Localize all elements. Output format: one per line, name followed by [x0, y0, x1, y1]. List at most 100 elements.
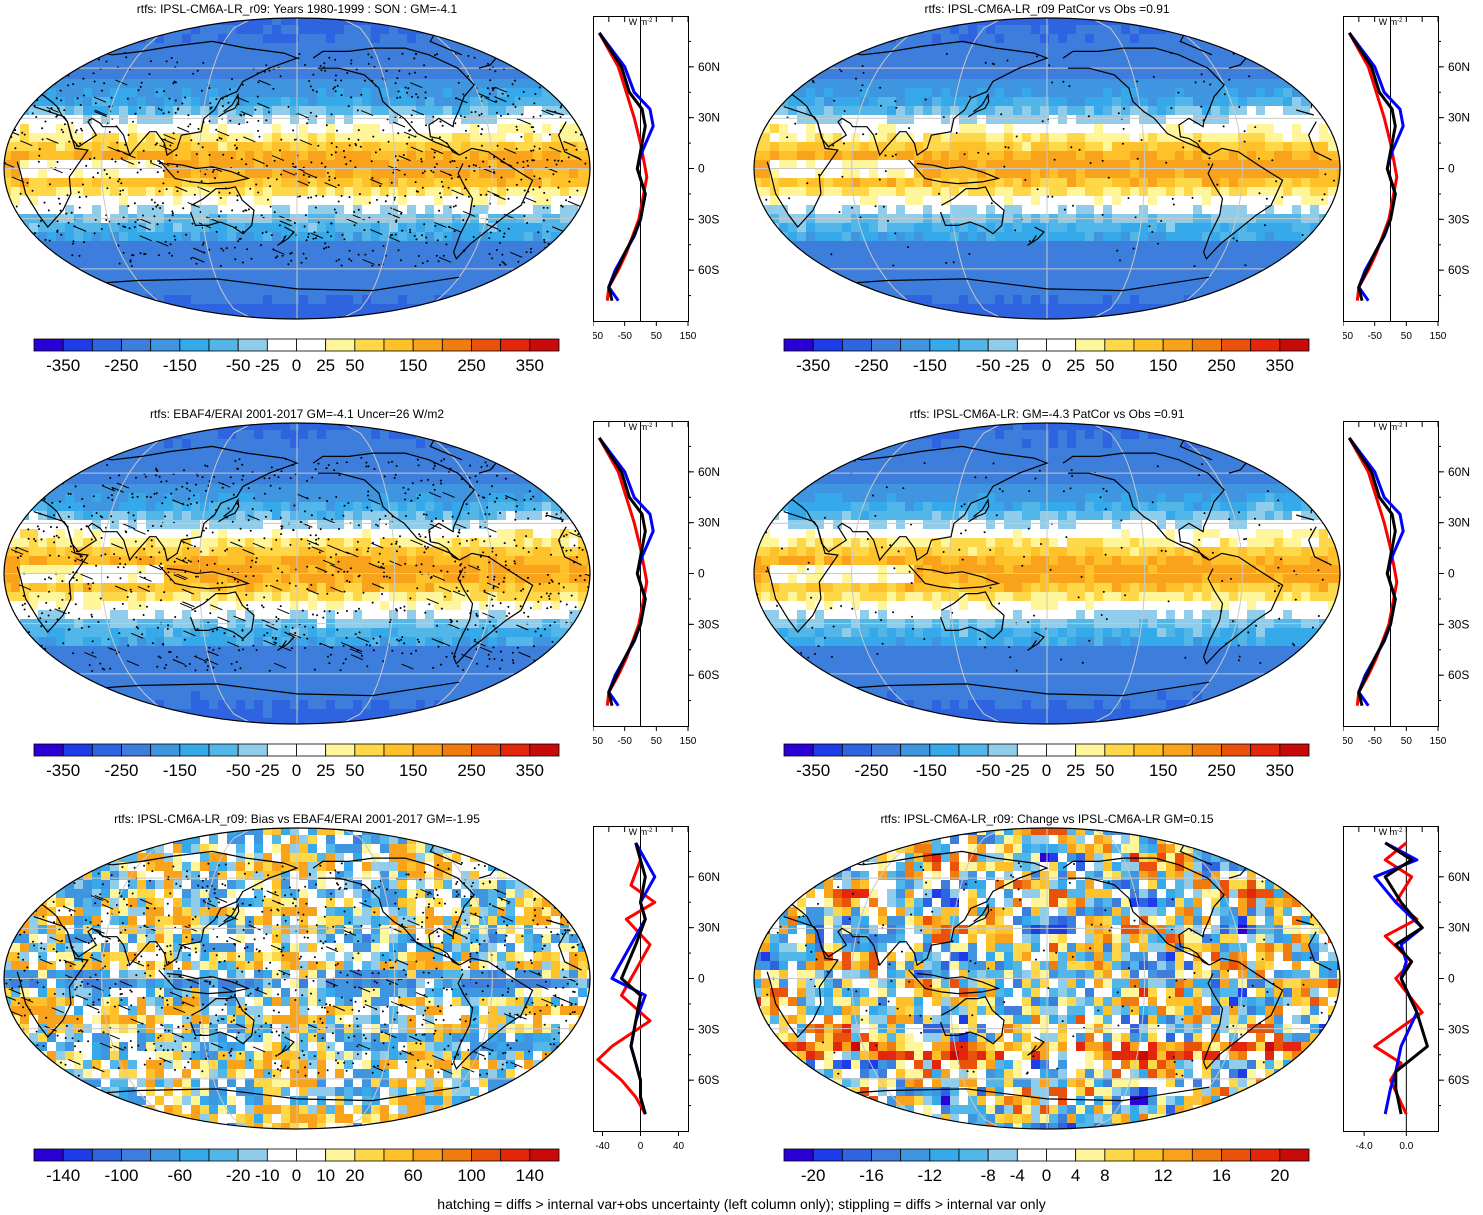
zonal-x-tick-label: -50 — [617, 736, 632, 747]
zonal-x-tick-label: 150 — [1430, 736, 1447, 747]
colorbar-tick-label: -250 — [854, 356, 889, 375]
robinson-map — [3, 827, 591, 1130]
colorbar-swatch — [1133, 1148, 1164, 1162]
colorbar-swatch — [412, 338, 443, 352]
colorbar-tick-label: 4 — [1070, 1166, 1081, 1185]
zonal-lat-label: 30S — [698, 1022, 719, 1036]
colorbar-swatch — [179, 1148, 210, 1162]
zonal-lat-label: 30S — [1448, 212, 1469, 226]
colorbar-swatch — [929, 743, 960, 757]
zonal-lat-label: 60S — [1448, 263, 1469, 277]
map-border — [3, 17, 591, 320]
map-border — [3, 422, 591, 725]
colorbar-swatch — [471, 338, 502, 352]
colorbar-tick-label: 150 — [1148, 761, 1178, 780]
colorbar-swatch — [383, 1148, 414, 1162]
colorbar-swatch — [500, 743, 531, 757]
colorbar-swatch — [471, 743, 502, 757]
zonal-x-tick-label: 50 — [651, 736, 663, 747]
colorbar-tick-label: -50 — [975, 356, 1001, 375]
colorbar-swatch — [1191, 743, 1222, 757]
colorbar-tick-label: 0 — [1041, 356, 1052, 375]
stippling — [756, 457, 1339, 672]
colorbar-swatch — [1191, 338, 1222, 352]
zonal-lat-label: 0 — [698, 567, 705, 581]
colorbar-tick-label: 10 — [316, 1166, 336, 1185]
zonal-mean-plot: 60N 30N 0 30S 60S -40 0 40 W m-2 — [593, 826, 720, 1152]
zonal-mean-plot: 60N 30N 0 30S 60S -4.0 0.0 W m-2 — [1343, 826, 1470, 1152]
colorbar-tick-label: -150 — [912, 761, 947, 780]
zonal-series-line — [1348, 32, 1397, 302]
colorbar-swatch — [529, 1148, 560, 1162]
map-border — [753, 422, 1341, 725]
colorbar-swatch — [33, 1148, 64, 1162]
colorbar-swatch — [1104, 743, 1135, 757]
zonal-lat-label: 30N — [1448, 111, 1470, 125]
colorbar-swatch — [1046, 338, 1077, 352]
graticule — [4, 828, 590, 1129]
colorbar-swatch — [1191, 1148, 1222, 1162]
zonal-lat-label: 30S — [698, 212, 719, 226]
zonal-lat-label: 60S — [698, 263, 719, 277]
colorbar-tick-label: 350 — [515, 761, 545, 780]
colorbar-tick-label: 140 — [515, 1166, 545, 1185]
colorbar-tick-label: -50 — [225, 356, 251, 375]
colorbar-swatch — [1250, 1148, 1281, 1162]
colorbar-swatch — [1162, 1148, 1193, 1162]
colorbar-tick-label: 0 — [1041, 1166, 1052, 1185]
map-border — [3, 827, 591, 1130]
colorbar-tick-label: -250 — [104, 761, 139, 780]
colorbar-swatch — [208, 338, 239, 352]
colorbar-swatch — [237, 743, 268, 757]
colorbar-tick-label: 350 — [515, 356, 545, 375]
zonal-x-tick-label: -150 — [593, 331, 603, 342]
colorbar-swatch — [441, 743, 472, 757]
panel-p6: rtfs: IPSL-CM6A-LR_r09: Change vs IPSL-C… — [750, 810, 1483, 1210]
colorbar-tick-label: -20 — [800, 1166, 826, 1185]
colorbar-swatch — [471, 1148, 502, 1162]
colorbar-swatch — [841, 338, 872, 352]
colorbar-swatch — [266, 1148, 297, 1162]
zonal-lat-label: 60S — [698, 1073, 719, 1087]
colorbar-swatch — [33, 743, 64, 757]
colorbar-swatch — [441, 338, 472, 352]
colorbar-swatch — [1075, 1148, 1106, 1162]
colorbar-swatch — [929, 338, 960, 352]
colorbar-tick-label: -350 — [46, 356, 81, 375]
zonal-lat-label: 60N — [1448, 60, 1470, 74]
colorbar-swatch — [529, 338, 560, 352]
colorbar-tick-label: -60 — [167, 1166, 193, 1185]
zonal-x-tick-label: -50 — [617, 331, 632, 342]
colorbar-swatch — [1221, 743, 1252, 757]
map-border — [753, 17, 1341, 320]
colorbar-swatch — [150, 338, 181, 352]
colorbar-swatch — [325, 338, 356, 352]
zonal-unit-label: W m-2 — [1379, 827, 1403, 837]
colorbar-tick-label: 0 — [291, 1166, 302, 1185]
panel-p1: rtfs: IPSL-CM6A-LR_r09: Years 1980-1999 … — [0, 0, 735, 400]
colorbar-tick-label: -250 — [104, 356, 139, 375]
colorbar-tick-label: 8 — [1100, 1166, 1110, 1185]
colorbar-swatch — [1133, 338, 1164, 352]
zonal-x-tick-label: -50 — [1367, 331, 1382, 342]
colorbar-tick-label: 25 — [316, 761, 336, 780]
zonal-lat-label: 0 — [1448, 972, 1455, 986]
colorbar-swatch — [1104, 1148, 1135, 1162]
colorbar-swatch — [841, 1148, 872, 1162]
zonal-x-tick-label: 50 — [1401, 331, 1413, 342]
colorbar — [33, 338, 560, 352]
zonal-mean-plot: 60N 30N 0 30S 60S -150 -50 50 150 W m-2 — [1343, 421, 1470, 747]
colorbar-tick-label: 250 — [457, 356, 486, 375]
colorbar-tick-label: 20 — [345, 1166, 365, 1185]
colorbar-tick-label: -25 — [255, 356, 280, 375]
hatching — [9, 481, 590, 670]
colorbar-swatch — [812, 743, 843, 757]
colorbar-tick-label: 20 — [1270, 1166, 1290, 1185]
colorbar — [783, 338, 1310, 352]
hatching — [4, 888, 590, 1075]
colorbar-tick-label: 50 — [345, 356, 365, 375]
zonal-lat-label: 60S — [698, 668, 719, 682]
colorbar-swatch — [1046, 743, 1077, 757]
colorbar-swatch — [900, 338, 931, 352]
